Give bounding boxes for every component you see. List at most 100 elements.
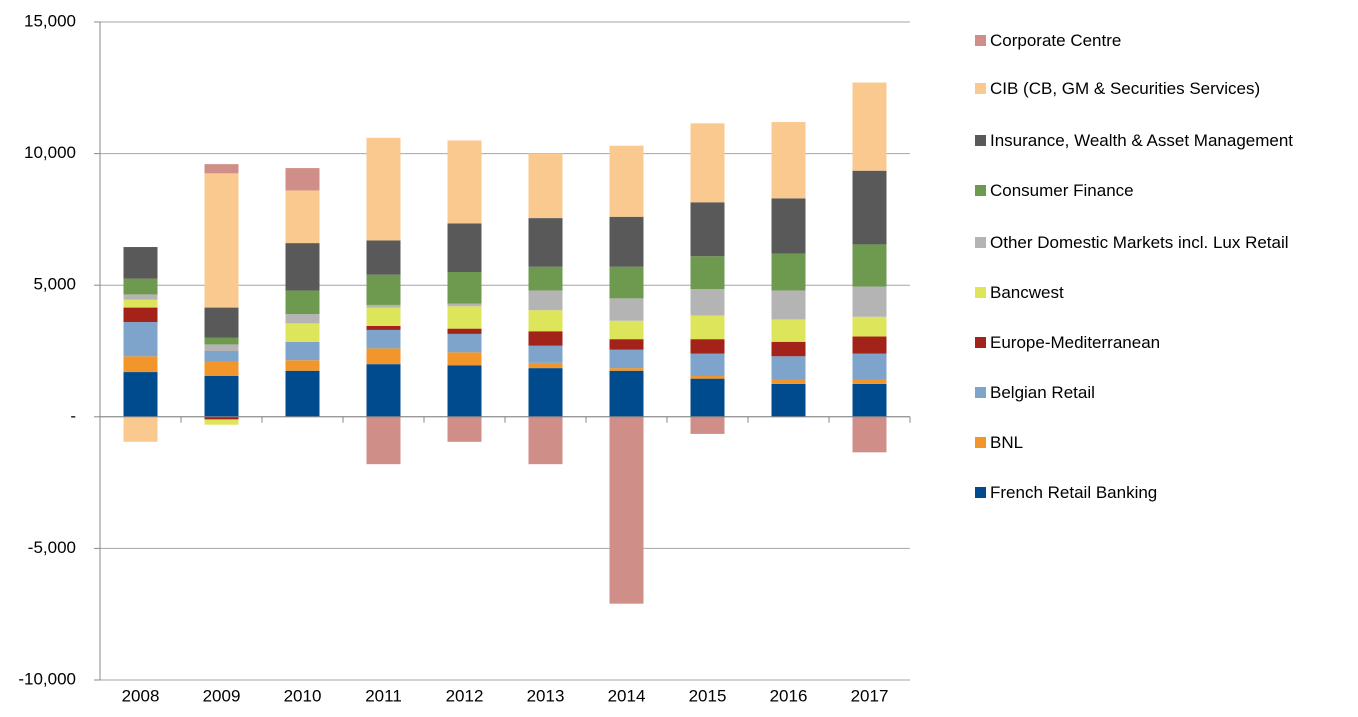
bar-segment [204,361,239,377]
bar-segment [285,314,320,324]
bar-segment [366,307,401,326]
legend-swatch [975,487,986,498]
x-tick-label: 2013 [527,686,565,705]
bar-segment [609,339,644,350]
bar-segment [123,278,158,295]
bar-segment [690,353,725,377]
bar-segment [528,290,563,311]
bar-segment [123,372,158,417]
y-tick-label: -5,000 [28,538,76,557]
legend-label: CIB (CB, GM & Securities Services) [990,79,1261,98]
bar-segment [609,266,644,299]
bar-segment [771,253,806,291]
bar-segment [447,140,482,224]
y-tick-label: -10,000 [18,669,76,688]
bar-segment [690,376,725,379]
bar-segment [285,168,320,191]
bar-segment [852,416,887,453]
x-tick-label: 2014 [608,686,646,705]
bar-segment [204,351,239,362]
x-tick-label: 2016 [770,686,808,705]
bar-segment [204,376,239,417]
bar-segment [366,348,401,365]
bar-segment [204,416,239,420]
legend-item: Corporate Centre [975,30,1358,52]
bar-segment [204,419,239,425]
bar-segment [609,216,644,267]
bar-segment [771,383,806,417]
bar-segment [447,223,482,273]
bar-segment [285,290,320,315]
legend-label: Bancwest [990,283,1064,302]
legend-label: BNL [990,433,1024,452]
bar-segment [285,341,320,361]
bar-segment [285,190,320,244]
legend-swatch [975,337,986,348]
bar-segment [690,289,725,316]
bar-segment [771,341,806,357]
bar-segment [690,416,725,434]
bar-segment [123,307,158,323]
bar-segment [609,416,644,604]
bar-segment [204,164,239,174]
x-tick-label: 2015 [689,686,727,705]
legend-item: French Retail Banking [975,482,1358,504]
bar-segment [852,353,887,380]
bar-segment [447,416,482,442]
bar-segment [690,202,725,257]
legend-item: Belgian Retail [975,382,1358,404]
legend-item: Europe-Mediterranean [975,332,1358,354]
bar-segment [447,303,482,307]
bar-segment [528,416,563,465]
x-tick-label: 2017 [851,686,889,705]
bar-segment [366,329,401,349]
bar-segment [852,170,887,245]
bar-segment [609,368,644,371]
bar-segment [366,416,401,465]
bar-segment [447,365,482,417]
y-tick-label: 10,000 [24,143,76,162]
bar-segment [852,379,887,384]
bar-segment [123,322,158,357]
legend-item: CIB (CB, GM & Securities Services) [975,78,1358,100]
legend-label: Other Domestic Markets incl. Lux Retail [990,233,1289,252]
x-tick-label: 2008 [122,686,160,705]
legend-item: Consumer Finance [975,180,1358,202]
bar-segment [690,339,725,354]
bar-segment [123,294,158,300]
bar-segment [204,173,239,308]
bar-segment [366,325,401,330]
y-tick-label: 5,000 [33,275,76,294]
bar-segment [528,345,563,363]
bar-segment [528,218,563,267]
legend-label: Insurance, Wealth & Asset Management [990,131,1294,150]
bar-segment [528,362,563,369]
legend-label: Belgian Retail [990,383,1095,402]
bar-segment [690,256,725,290]
bar-segment [609,145,644,217]
legend-label: French Retail Banking [990,483,1158,502]
bar-segment [771,198,806,254]
bar-segment [771,290,806,320]
bar-segment [528,331,563,346]
bar-segment [123,356,158,373]
bar-segment [366,274,401,305]
bar-segment [447,328,482,334]
bar-segment [690,315,725,340]
bar-segment [285,243,320,291]
bar-segment [690,378,725,417]
bar-segment [366,364,401,417]
legend-swatch [975,83,986,94]
bar-segment [447,272,482,304]
bar-segment [285,360,320,371]
x-tick-label: 2009 [203,686,241,705]
bar-segment [771,319,806,342]
bar-segment [852,286,887,317]
legend-label: Consumer Finance [990,181,1134,200]
bar-segment [528,266,563,291]
bar-segment [447,333,482,353]
bar-segment [852,383,887,417]
legend-swatch [975,387,986,398]
